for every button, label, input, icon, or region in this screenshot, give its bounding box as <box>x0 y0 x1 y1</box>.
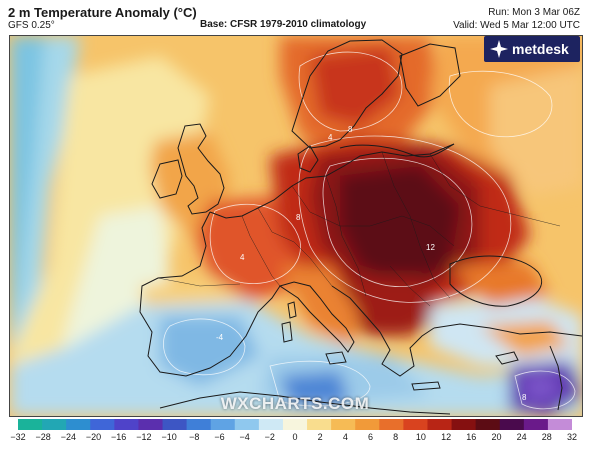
anomaly-field <box>10 36 582 416</box>
model-label: GFS 0.25° <box>8 20 55 31</box>
color-scale-segment <box>186 419 212 430</box>
contour-label: 12 <box>426 243 435 252</box>
color-scale-segment <box>403 419 428 430</box>
color-scale-tick-label: 2 <box>317 432 323 442</box>
metdesk-logo-text: metdesk <box>512 41 569 57</box>
anomaly-map: 4 8 12 4 8 -4 8 <box>9 35 583 417</box>
contour-label: 8 <box>296 213 301 222</box>
color-scale-segment <box>355 419 380 430</box>
valid-time-label: Valid: Wed 5 Mar 12:00 UTC <box>453 20 580 31</box>
color-scale-segment <box>547 419 572 430</box>
contour-label: -4 <box>216 333 224 342</box>
color-scale-tick-label: −4 <box>239 432 250 442</box>
color-scale-segment <box>499 419 525 430</box>
color-scale-tick-label: −12 <box>136 432 152 442</box>
color-scale-tick-label: 32 <box>566 432 578 442</box>
color-scale-segment <box>523 419 549 430</box>
color-scale-labels: −32 −28 −24 −20 −16 −12 −10 −8 −6 −4 −2 0 2 4 6 8 10 12 16… <box>0 432 590 446</box>
base-climatology-label: Base: CFSR 1979-2010 climatology <box>200 19 367 30</box>
color-scale-segment <box>427 419 453 430</box>
color-scale-tick-label: 10 <box>415 432 426 442</box>
color-scale-segment <box>210 419 236 430</box>
color-scale-segment <box>282 419 308 430</box>
color-scale-segment <box>138 419 164 430</box>
contour-label: 4 <box>328 133 333 142</box>
country-borders <box>157 151 561 307</box>
anomaly-map-canvas: 4 8 12 4 8 -4 8 <box>10 36 582 416</box>
wxcharts-watermark: WXCHARTS.COM <box>220 394 370 413</box>
color-scale-tick-label: −16 <box>111 432 127 442</box>
contour-label: 8 <box>348 125 353 134</box>
color-scale-tick-label: 8 <box>393 432 399 442</box>
color-scale-tick-label: −24 <box>60 432 77 442</box>
color-scale-segment <box>114 419 139 430</box>
anomaly-contours <box>163 51 576 410</box>
color-scale-tick-label: 16 <box>466 432 477 442</box>
contour-label: 8 <box>522 393 527 402</box>
color-scale-segment <box>475 419 501 430</box>
run-time-label: Run: Mon 3 Mar 06Z <box>488 7 580 18</box>
chart-title: 2 m Temperature Anomaly (°C) <box>8 5 197 20</box>
color-scale-segment <box>42 419 67 430</box>
color-scale-tick-label: −2 <box>264 432 275 442</box>
coastlines <box>139 39 582 415</box>
color-scale-segment <box>307 419 332 430</box>
color-scale-tick-label: 4 <box>342 432 348 442</box>
color-scale-segment <box>162 419 188 430</box>
color-scale-tick-label: −28 <box>35 432 51 442</box>
color-scale-segment <box>90 419 115 430</box>
color-scale-segment <box>258 419 284 430</box>
color-scale-tick-label: 20 <box>491 432 502 442</box>
color-scale-segment <box>18 419 43 430</box>
color-scale-tick-label: −20 <box>85 432 102 442</box>
color-scale-segment <box>66 419 91 430</box>
color-scale-tick-label: −32 <box>10 432 26 442</box>
color-scale-tick-label: −10 <box>161 432 177 442</box>
metdesk-brand: metdesk <box>484 36 580 62</box>
color-scale-segments <box>18 419 572 430</box>
color-scale-tick-label: 28 <box>541 432 552 442</box>
color-scale-segment <box>379 419 404 430</box>
color-scale-tick-label: 12 <box>441 432 452 442</box>
contour-label: 4 <box>240 253 245 262</box>
color-scale-tick-label: −8 <box>189 432 200 442</box>
color-scale-segment <box>234 419 260 430</box>
color-scale-bar <box>18 419 572 430</box>
color-scale-segment <box>331 419 356 430</box>
color-scale-tick-label: 24 <box>516 432 527 442</box>
contour-label-group: 4 8 12 4 8 -4 8 <box>216 125 527 402</box>
color-scale-tick-label: −6 <box>214 432 225 442</box>
color-scale-tick-label: 6 <box>367 432 374 442</box>
color-scale-tick-label: 0 <box>292 432 298 442</box>
metdesk-logo-icon <box>490 40 508 58</box>
color-scale-segment <box>451 419 477 430</box>
